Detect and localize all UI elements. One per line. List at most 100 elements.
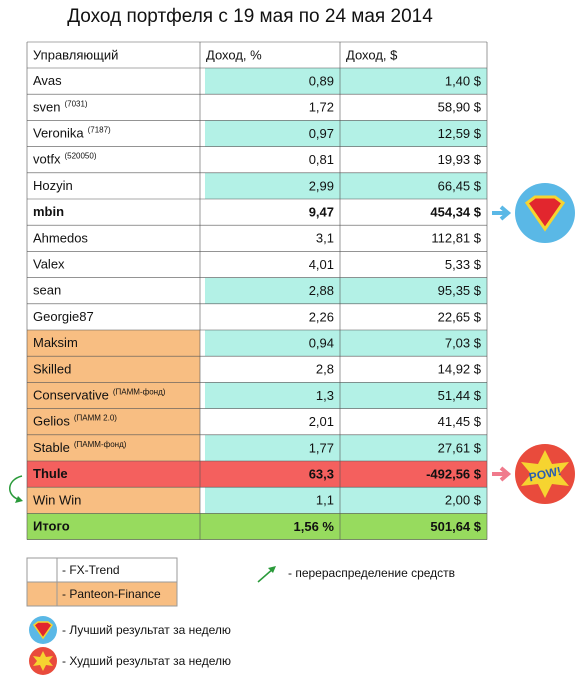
title: Доход портфеля с 19 мая по 24 мая 2014 bbox=[67, 6, 433, 27]
name: Veronika bbox=[33, 126, 84, 141]
pct-cell: 2,26 bbox=[309, 309, 334, 324]
legend-text: - Лучший результат за неделю bbox=[62, 623, 231, 637]
name-cell: Veronika (7187) bbox=[33, 126, 111, 141]
name-cell: mbin bbox=[33, 205, 64, 220]
name-cell: sven (7031) bbox=[33, 99, 88, 114]
usd-cell: 112,81 $ bbox=[431, 231, 481, 246]
name-cell-bg bbox=[27, 382, 200, 409]
name-cell: Skilled bbox=[33, 362, 71, 377]
name-note: (7187) bbox=[88, 126, 111, 135]
pct-cell: 2,99 bbox=[309, 178, 334, 193]
value-cell-bg bbox=[205, 277, 487, 304]
name-cell-bg bbox=[27, 251, 200, 278]
name: Ahmedos bbox=[33, 231, 88, 246]
name-cell: Stable (ПАММ-фонд) bbox=[33, 440, 127, 455]
pct-cell: 2,88 bbox=[309, 283, 334, 298]
name: Valex bbox=[33, 257, 65, 272]
legend-box bbox=[26, 581, 178, 607]
name-cell-bg bbox=[27, 68, 200, 95]
name: Hozyin bbox=[33, 178, 73, 193]
header-row bbox=[27, 42, 487, 68]
name: sven bbox=[33, 100, 60, 115]
header-cell: Доход, $ bbox=[346, 47, 398, 62]
name-cell: Win Win bbox=[33, 493, 81, 508]
usd-cell: -492,56 $ bbox=[426, 467, 482, 482]
name: Maksim bbox=[33, 336, 78, 351]
usd-cell: 7,03 $ bbox=[445, 336, 482, 351]
name-cell: Maksim bbox=[33, 336, 78, 351]
pct-cell: 1,56 % bbox=[294, 519, 335, 534]
pct-cell: 63,3 bbox=[309, 467, 334, 482]
pct-cell: 0,97 bbox=[309, 126, 334, 141]
name-cell: Avas bbox=[33, 74, 62, 89]
name-cell-bg bbox=[27, 94, 200, 121]
usd-cell: 454,34 $ bbox=[430, 205, 481, 220]
name-cell: Hozyin bbox=[33, 178, 73, 193]
value-cell-bg bbox=[200, 199, 487, 226]
name-cell: Ahmedos bbox=[33, 231, 88, 246]
usd-cell: 27,61 $ bbox=[438, 440, 482, 455]
legend-text: - Panteon-Finance bbox=[62, 587, 161, 601]
pow-icon: POW! bbox=[515, 444, 575, 504]
name-cell-bg bbox=[27, 434, 200, 461]
name-cell: Valex bbox=[33, 257, 65, 272]
side-arrow bbox=[492, 466, 512, 482]
value-cell-bg bbox=[205, 434, 487, 461]
name-cell-bg bbox=[27, 330, 200, 357]
pct-cell: 3,1 bbox=[316, 231, 334, 246]
value-cell-bg bbox=[200, 408, 487, 435]
name: Avas bbox=[33, 74, 62, 89]
name-cell: Gelios (ПАММ 2.0) bbox=[33, 414, 117, 429]
pct-cell: 1,1 bbox=[316, 493, 334, 508]
usd-cell: 41,45 $ bbox=[438, 414, 482, 429]
legend-box bbox=[26, 557, 178, 583]
name-cell-bg bbox=[27, 225, 200, 252]
value-cell-bg bbox=[200, 251, 487, 278]
name: Итого bbox=[33, 519, 70, 534]
usd-cell: 1,40 $ bbox=[445, 74, 482, 89]
usd-cell: 58,90 $ bbox=[438, 100, 482, 115]
pct-cell: 0,81 bbox=[309, 152, 334, 167]
value-cell-bg bbox=[200, 303, 487, 330]
name-cell: sean bbox=[33, 283, 61, 298]
usd-cell: 12,59 $ bbox=[438, 126, 482, 141]
name-cell-bg bbox=[27, 408, 200, 435]
pct-cell: 1,77 bbox=[309, 440, 334, 455]
name-cell: Thule bbox=[33, 467, 68, 482]
name-note: (ПАММ-фонд) bbox=[113, 388, 166, 397]
value-cell-bg bbox=[205, 382, 487, 409]
header-cell: Доход, % bbox=[206, 47, 262, 62]
value-cell-bg bbox=[200, 461, 487, 488]
name: Georgie87 bbox=[33, 309, 94, 324]
name-cell-bg bbox=[27, 120, 200, 147]
pct-cell: 2,01 bbox=[309, 414, 334, 429]
pct-cell: 2,8 bbox=[316, 362, 334, 377]
super-icon bbox=[515, 183, 575, 243]
usd-cell: 14,92 $ bbox=[438, 362, 482, 377]
usd-cell: 95,35 $ bbox=[438, 283, 482, 298]
name-note: (ПАММ-фонд) bbox=[74, 440, 127, 449]
value-cell-bg bbox=[205, 172, 487, 199]
value-cell-bg bbox=[205, 487, 487, 514]
pow-text: POW! bbox=[528, 464, 563, 484]
name: Win Win bbox=[33, 493, 81, 508]
name-note: (520050) bbox=[64, 152, 96, 161]
name: votfx bbox=[33, 152, 61, 167]
name-cell-bg bbox=[27, 461, 200, 488]
super-icon bbox=[29, 616, 57, 644]
legend-text: - Худший результат за неделю bbox=[62, 654, 231, 668]
name-cell-bg bbox=[27, 172, 200, 199]
arrow-icon bbox=[268, 566, 276, 573]
pct-cell: 1,72 bbox=[309, 100, 334, 115]
name: Skilled bbox=[33, 362, 71, 377]
name: Thule bbox=[33, 467, 68, 482]
name: Gelios bbox=[33, 414, 70, 429]
usd-cell: 22,65 $ bbox=[438, 309, 482, 324]
name-cell: Итого bbox=[33, 519, 70, 534]
name-cell: Conservative (ПАММ-фонд) bbox=[33, 388, 166, 403]
name: Stable bbox=[33, 440, 70, 455]
pct-cell: 1,3 bbox=[316, 388, 334, 403]
name: sean bbox=[33, 283, 61, 298]
transfer-arrow bbox=[9, 475, 23, 501]
value-cell-bg bbox=[200, 146, 487, 173]
